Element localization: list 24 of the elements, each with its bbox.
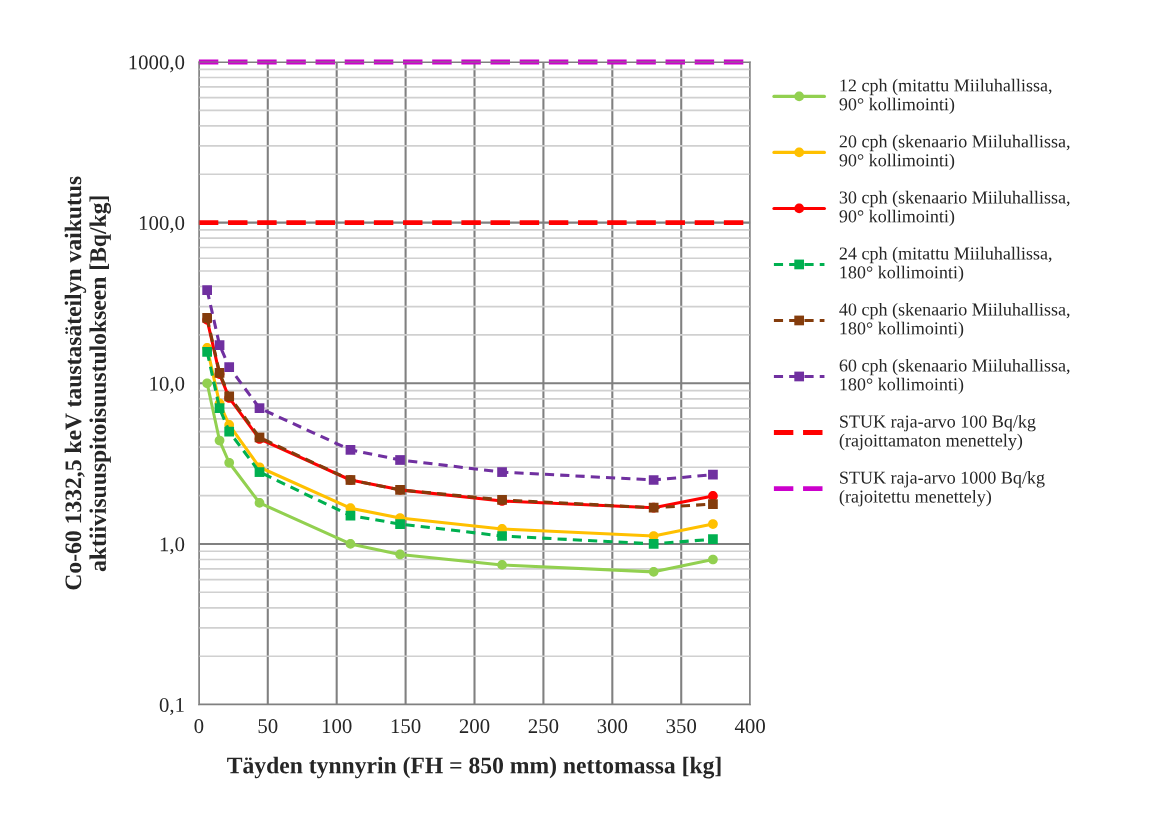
x-tick-label: 350: [666, 719, 697, 734]
legend-label: 30 cph (skenaario Miiluhallissa, 90° kollimointi): [839, 190, 1070, 227]
legend-label: 20 cph (skenaario Miiluhallissa, 90° kollimointi): [839, 134, 1070, 171]
legend-label: 40 cph (skenaario Miiluhallissa, 180° kollimointi): [839, 302, 1070, 339]
x-tick-label: 0: [194, 719, 204, 734]
legend-label: STUK raja-arvo 1000 Bq/kg (rajoitettu menettely): [839, 471, 1045, 507]
y-tick-label: 1000,0: [129, 55, 185, 73]
legend-label: 60 cph (skenaario Miiluhallissa, 180° kollimointi): [839, 358, 1070, 395]
y-axis-title: Co-60 1332,5 keV taustasäteilyn vaikutus aktiivisuuspitoisuustulokseen [Bq/kg]: [64, 176, 112, 590]
x-axis-title: Täyden tynnyrin (FH = 850 mm) nettomassa [kg]: [227, 756, 721, 779]
x-tick-label: 300: [597, 719, 628, 734]
legend-label: STUK raja-arvo 100 Bq/kg (rajoittamaton menettely): [839, 414, 1036, 451]
y-tick-label: 0,1: [159, 697, 184, 716]
y-tick-label: 100,0: [139, 215, 185, 234]
x-tick-label: 400: [734, 719, 765, 734]
legend-label: 12 cph (mitattu Miiluhallissa, 90° kollimointi): [839, 78, 1052, 115]
x-tick-label: 250: [528, 719, 559, 734]
x-tick-label: 100: [322, 719, 352, 734]
legend-label: 24 cph (mitattu Miiluhallissa, 180° kollimointi): [839, 246, 1052, 283]
y-tick-label: 10,0: [150, 376, 185, 394]
y-tick-label: 1,0: [160, 537, 185, 555]
x-tick-label: 200: [459, 719, 490, 734]
x-tick-label: 50: [258, 719, 278, 734]
x-tick-label: 150: [391, 719, 421, 734]
